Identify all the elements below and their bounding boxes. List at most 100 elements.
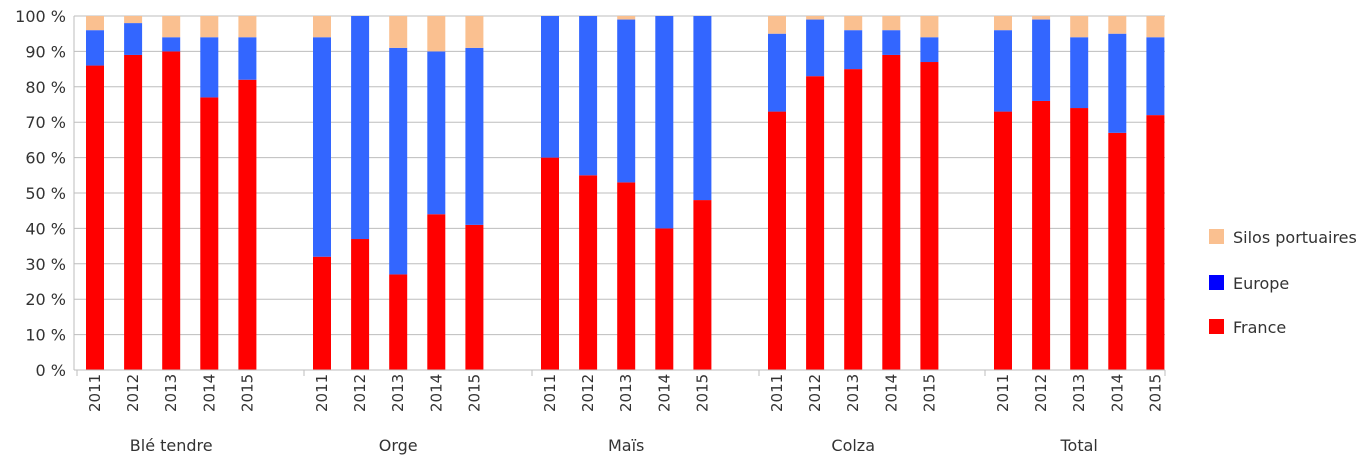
bar-segment xyxy=(882,30,901,55)
y-tick-label: 40 % xyxy=(25,219,66,238)
bar-segment xyxy=(844,30,863,70)
x-tick-label: 2013 xyxy=(162,374,180,412)
legend-label: France xyxy=(1233,318,1286,337)
bar-segment xyxy=(351,16,370,240)
x-tick-label: 2015 xyxy=(920,374,938,412)
bar-segment xyxy=(768,16,786,34)
legend: Silos portuaires Europe France xyxy=(1209,228,1357,337)
x-tick-label: 2013 xyxy=(1070,374,1088,412)
bar-segment xyxy=(994,16,1012,31)
bar-segment xyxy=(1070,16,1089,38)
x-tick-label: 2012 xyxy=(579,374,597,412)
bar-segment xyxy=(1146,37,1165,116)
x-group-label: Blé tendre xyxy=(130,436,213,455)
bar-segment xyxy=(162,51,181,371)
bar-segment xyxy=(238,37,257,80)
x-tick-label: 2013 xyxy=(389,374,407,412)
bar-segment xyxy=(655,228,674,370)
x-tick-label: 2014 xyxy=(1108,374,1126,412)
legend-swatch xyxy=(1209,229,1224,244)
bar-segment xyxy=(844,16,863,31)
y-tick-label: 100 % xyxy=(15,7,66,26)
bar-segment xyxy=(313,256,331,370)
y-tick-label: 30 % xyxy=(25,255,66,274)
bar-segment xyxy=(882,16,901,31)
bar-segment xyxy=(200,16,219,38)
bar-segment xyxy=(994,111,1012,370)
bar-segment xyxy=(617,19,636,183)
x-group-label: Colza xyxy=(831,436,875,455)
x-tick-label: 2011 xyxy=(768,374,786,412)
legend-label: Silos portuaires xyxy=(1233,228,1357,247)
y-tick-label: 90 % xyxy=(25,42,66,61)
bar-segment xyxy=(1146,115,1165,371)
x-tick-label: 2011 xyxy=(541,374,559,412)
x-tick-label: 2012 xyxy=(1032,374,1050,412)
bar-segment xyxy=(541,16,559,158)
bar-segment xyxy=(882,54,901,370)
y-tick-label: 60 % xyxy=(25,149,66,168)
y-tick-label: 80 % xyxy=(25,78,66,97)
bar-segment xyxy=(313,37,331,257)
bar-segment xyxy=(541,157,559,370)
bar-segment xyxy=(655,16,674,229)
x-group-label: Total xyxy=(1060,436,1098,455)
bar-segment xyxy=(389,274,408,370)
bar-segment xyxy=(920,16,939,38)
bar-segment xyxy=(1108,16,1127,34)
bar-segment xyxy=(200,37,219,98)
bar-segment xyxy=(465,47,484,225)
bar-segment xyxy=(617,16,636,20)
bar-segment xyxy=(579,16,598,176)
bar-segment xyxy=(86,16,104,31)
bar-segment xyxy=(162,16,181,38)
bar-segment xyxy=(86,65,104,370)
x-tick-label: 2015 xyxy=(465,374,483,412)
x-tick-label: 2014 xyxy=(655,374,673,412)
bar-segment xyxy=(579,175,598,370)
bar-segment xyxy=(1070,108,1089,370)
y-tick-label: 50 % xyxy=(25,184,66,203)
bar-segment xyxy=(806,76,825,371)
bar-segment xyxy=(693,16,712,201)
bar-segment xyxy=(1108,33,1127,133)
bar-segment xyxy=(238,79,257,370)
x-tick-label: 2014 xyxy=(200,374,218,412)
bar-segment xyxy=(427,51,446,215)
y-tick-label: 20 % xyxy=(25,290,66,309)
bar-segment xyxy=(124,54,143,370)
x-tick-label: 2011 xyxy=(313,374,331,412)
x-tick-label: 2015 xyxy=(238,374,256,412)
bar-segment xyxy=(920,37,939,63)
legend-label: Europe xyxy=(1233,274,1289,293)
bar-segment xyxy=(768,111,786,370)
bar-segment xyxy=(768,33,786,112)
bar-segment xyxy=(86,30,104,66)
y-tick-label: 0 % xyxy=(36,361,66,380)
bar-segment xyxy=(389,16,408,48)
x-tick-label: 2011 xyxy=(86,374,104,412)
bars xyxy=(86,16,1165,371)
bar-segment xyxy=(806,16,825,20)
bar-segment xyxy=(427,16,446,52)
legend-swatch xyxy=(1209,275,1224,290)
x-tick-label: 2012 xyxy=(124,374,142,412)
bar-segment xyxy=(844,69,863,370)
bar-segment xyxy=(1032,16,1051,20)
bar-segment xyxy=(124,16,143,24)
bar-segment xyxy=(313,16,331,38)
x-tick-label: 2015 xyxy=(693,374,711,412)
bar-segment xyxy=(124,23,143,55)
bar-segment xyxy=(389,47,408,275)
bar-segment xyxy=(617,182,636,370)
x-tick-label: 2014 xyxy=(427,374,445,412)
x-tick-label: 2012 xyxy=(806,374,824,412)
bar-segment xyxy=(351,239,370,370)
y-tick-label: 10 % xyxy=(25,326,66,345)
legend-swatch xyxy=(1209,319,1224,334)
bar-segment xyxy=(162,37,181,52)
bar-segment xyxy=(1032,100,1051,371)
bar-segment xyxy=(1108,132,1127,370)
x-tick-label: 2015 xyxy=(1146,374,1164,412)
